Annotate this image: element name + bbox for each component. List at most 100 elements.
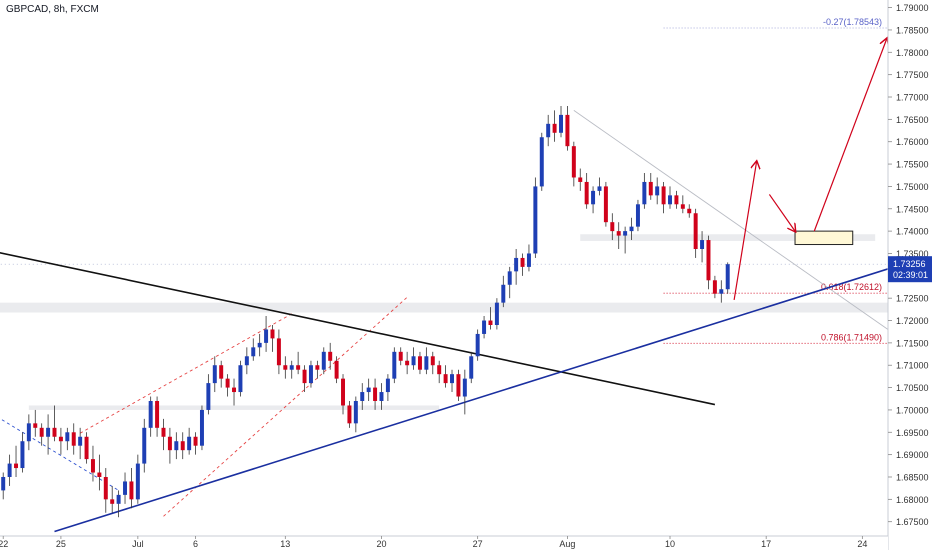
candle-body xyxy=(392,351,397,379)
candle-body xyxy=(366,387,371,393)
time-tick-label: 20 xyxy=(376,539,386,549)
arrow-down xyxy=(768,194,795,231)
time-tick-label: 13 xyxy=(280,539,290,549)
price-tick-label: 1.70500 xyxy=(896,383,929,393)
candle-body xyxy=(443,374,448,384)
candle-body xyxy=(264,329,269,343)
candle-body xyxy=(719,289,724,294)
candle-body xyxy=(65,432,70,442)
candles-layer xyxy=(1,105,730,518)
candle-body xyxy=(700,240,705,250)
candle-body xyxy=(97,472,102,477)
candle-body xyxy=(616,231,621,236)
price-tick-label: 1.76000 xyxy=(896,137,929,147)
trendlines-layer xyxy=(0,110,895,533)
candle-body xyxy=(437,365,442,375)
time-tick-label: 6 xyxy=(193,539,198,549)
candle-body xyxy=(642,181,647,205)
candle-body xyxy=(450,374,455,384)
candle-body xyxy=(270,329,275,339)
candle-body xyxy=(405,360,410,366)
candle-body xyxy=(212,365,217,384)
candle-body xyxy=(257,342,262,348)
time-tick-label: 27 xyxy=(473,539,483,549)
candle-body xyxy=(635,204,640,227)
candle-body xyxy=(14,463,19,469)
candle-body xyxy=(430,356,435,366)
channel-lower xyxy=(163,296,408,517)
candle-body xyxy=(398,351,403,361)
sr-zone xyxy=(0,302,901,313)
candle-body xyxy=(308,365,313,384)
candle-body xyxy=(167,436,172,451)
fib-label: -0.27(1.78543) xyxy=(823,17,882,27)
candle-body xyxy=(584,181,589,205)
candle-body xyxy=(199,409,204,446)
candle-body xyxy=(58,436,63,442)
candle-body xyxy=(373,387,378,401)
price-tick-label: 1.78000 xyxy=(896,48,929,58)
candle-body xyxy=(712,280,717,294)
candle-body xyxy=(328,351,333,361)
candle-body xyxy=(103,476,108,500)
candle-body xyxy=(668,195,672,205)
time-axis[interactable]: 22 25 Jul 6 13 20 27 Aug 10 17 24 xyxy=(0,535,888,550)
candle-body xyxy=(347,405,352,424)
candle-body xyxy=(206,383,211,410)
candle-body xyxy=(424,356,429,370)
price-tick-label: 1.69000 xyxy=(896,450,929,460)
candle-body xyxy=(296,365,301,370)
current-price-badge xyxy=(888,256,932,283)
candle-body xyxy=(123,481,128,495)
candle-body xyxy=(52,427,57,437)
candle-body xyxy=(244,356,249,366)
candle-body xyxy=(71,432,76,446)
candle-body xyxy=(629,226,634,232)
candle-body xyxy=(725,264,730,290)
candle-body xyxy=(238,365,243,393)
candle-body xyxy=(187,436,192,451)
candle-body xyxy=(46,427,51,437)
price-axis[interactable]: 1.79000 1.78500 1.78000 1.77500 1.77000 1.765… xyxy=(887,0,932,550)
candle-body xyxy=(78,436,83,446)
candle-body xyxy=(219,365,224,379)
price-tick-label: 1.77500 xyxy=(896,70,929,80)
candle-body xyxy=(591,190,596,205)
candle-body xyxy=(661,186,666,205)
price-tick-label: 1.75000 xyxy=(896,182,929,192)
candle-body xyxy=(565,114,570,147)
candle-body xyxy=(578,177,583,182)
time-tick-label: 24 xyxy=(857,539,867,549)
time-tick-label: Aug xyxy=(559,539,575,549)
candle-body xyxy=(507,271,512,285)
candle-body xyxy=(379,392,384,401)
candle-body xyxy=(155,400,160,428)
price-tick-label: 1.77000 xyxy=(896,93,929,103)
candle-body xyxy=(501,284,506,303)
fib-label: 0.786(1.71490) xyxy=(821,332,882,342)
candle-body xyxy=(1,476,6,491)
candle-body xyxy=(674,195,679,205)
candle-body xyxy=(360,392,365,401)
arrow-up-1 xyxy=(733,162,756,301)
candle-body xyxy=(623,231,628,236)
candle-body xyxy=(385,378,390,393)
candle-body xyxy=(526,253,531,267)
candle-body xyxy=(539,137,544,187)
time-tick-label: 25 xyxy=(56,539,66,549)
candle-body xyxy=(693,213,698,250)
candle-body xyxy=(655,186,660,196)
candle-body xyxy=(456,374,461,397)
candle-body xyxy=(559,114,563,133)
candle-body xyxy=(687,208,692,214)
candle-body xyxy=(315,365,320,370)
candle-body xyxy=(520,257,525,267)
zones-layer xyxy=(0,230,901,410)
candle-body xyxy=(7,463,12,477)
candle-body xyxy=(610,222,615,232)
fib-label: 0.618(1.72612) xyxy=(821,282,882,292)
candle-body xyxy=(232,387,237,393)
price-tick-label: 1.67500 xyxy=(896,517,929,527)
